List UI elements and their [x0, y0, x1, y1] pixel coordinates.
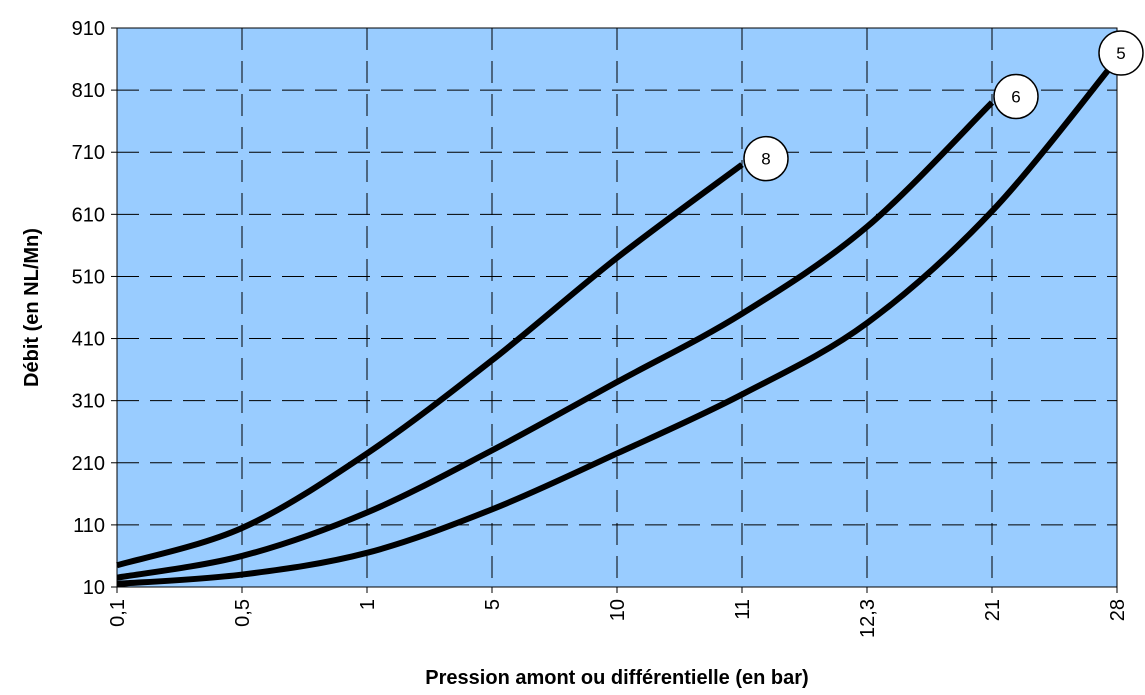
x-tick-label: 5 [482, 599, 504, 610]
y-tick-label: 910 [72, 18, 105, 40]
y-tick-label: 410 [72, 329, 105, 351]
series-end-label-6: 6 [993, 73, 1039, 120]
series-end-label-5: 5 [1098, 30, 1144, 76]
y-tick-label: 110 [73, 515, 105, 537]
y-tick-label: 710 [72, 142, 105, 164]
y-tick-label: 510 [72, 266, 105, 288]
y-tick-label: 610 [72, 204, 105, 226]
series-line-5 [116, 57, 1120, 587]
y-axis-title: Débit (en NL/Mn) [21, 228, 43, 387]
label-circle [1098, 30, 1144, 76]
series-end-label-8: 8 [743, 135, 789, 182]
label-text: 8 [761, 150, 770, 169]
series-end-labels: 8 6 5 [743, 30, 1144, 182]
x-axis-tick-labels: 0,1 0,5 1 5 10 11 12,3 21 28 [107, 599, 1129, 638]
y-axis-tick-labels: 10 110 210 310 410 510 610 710 810 910 [72, 18, 105, 599]
x-tick-label: 12,3 [857, 599, 879, 638]
x-tick-label: 10 [607, 599, 629, 621]
label-circle [993, 73, 1039, 120]
axis-tick-marks [111, 27, 1118, 593]
y-tick-label: 810 [72, 80, 105, 102]
x-tick-label: 1 [357, 599, 379, 610]
label-circle [743, 135, 789, 182]
series-lines [116, 57, 1120, 587]
x-tick-label: 28 [1107, 599, 1129, 621]
y-tick-label: 310 [72, 391, 105, 413]
series-line-6 [116, 100, 995, 581]
x-tick-label: 11 [732, 599, 754, 620]
x-tick-label: 21 [982, 599, 1004, 621]
label-text: 5 [1116, 44, 1125, 63]
y-tick-label: 210 [72, 453, 105, 475]
x-axis-title: Pression amont ou différentielle (en bar… [425, 667, 808, 689]
y-tick-label: 10 [83, 577, 105, 599]
label-text: 6 [1011, 88, 1020, 107]
x-tick-label: 0,1 [107, 599, 129, 627]
series-line-8 [116, 162, 744, 569]
x-tick-label: 0,5 [232, 599, 254, 627]
grid-lines [117, 28, 1117, 587]
